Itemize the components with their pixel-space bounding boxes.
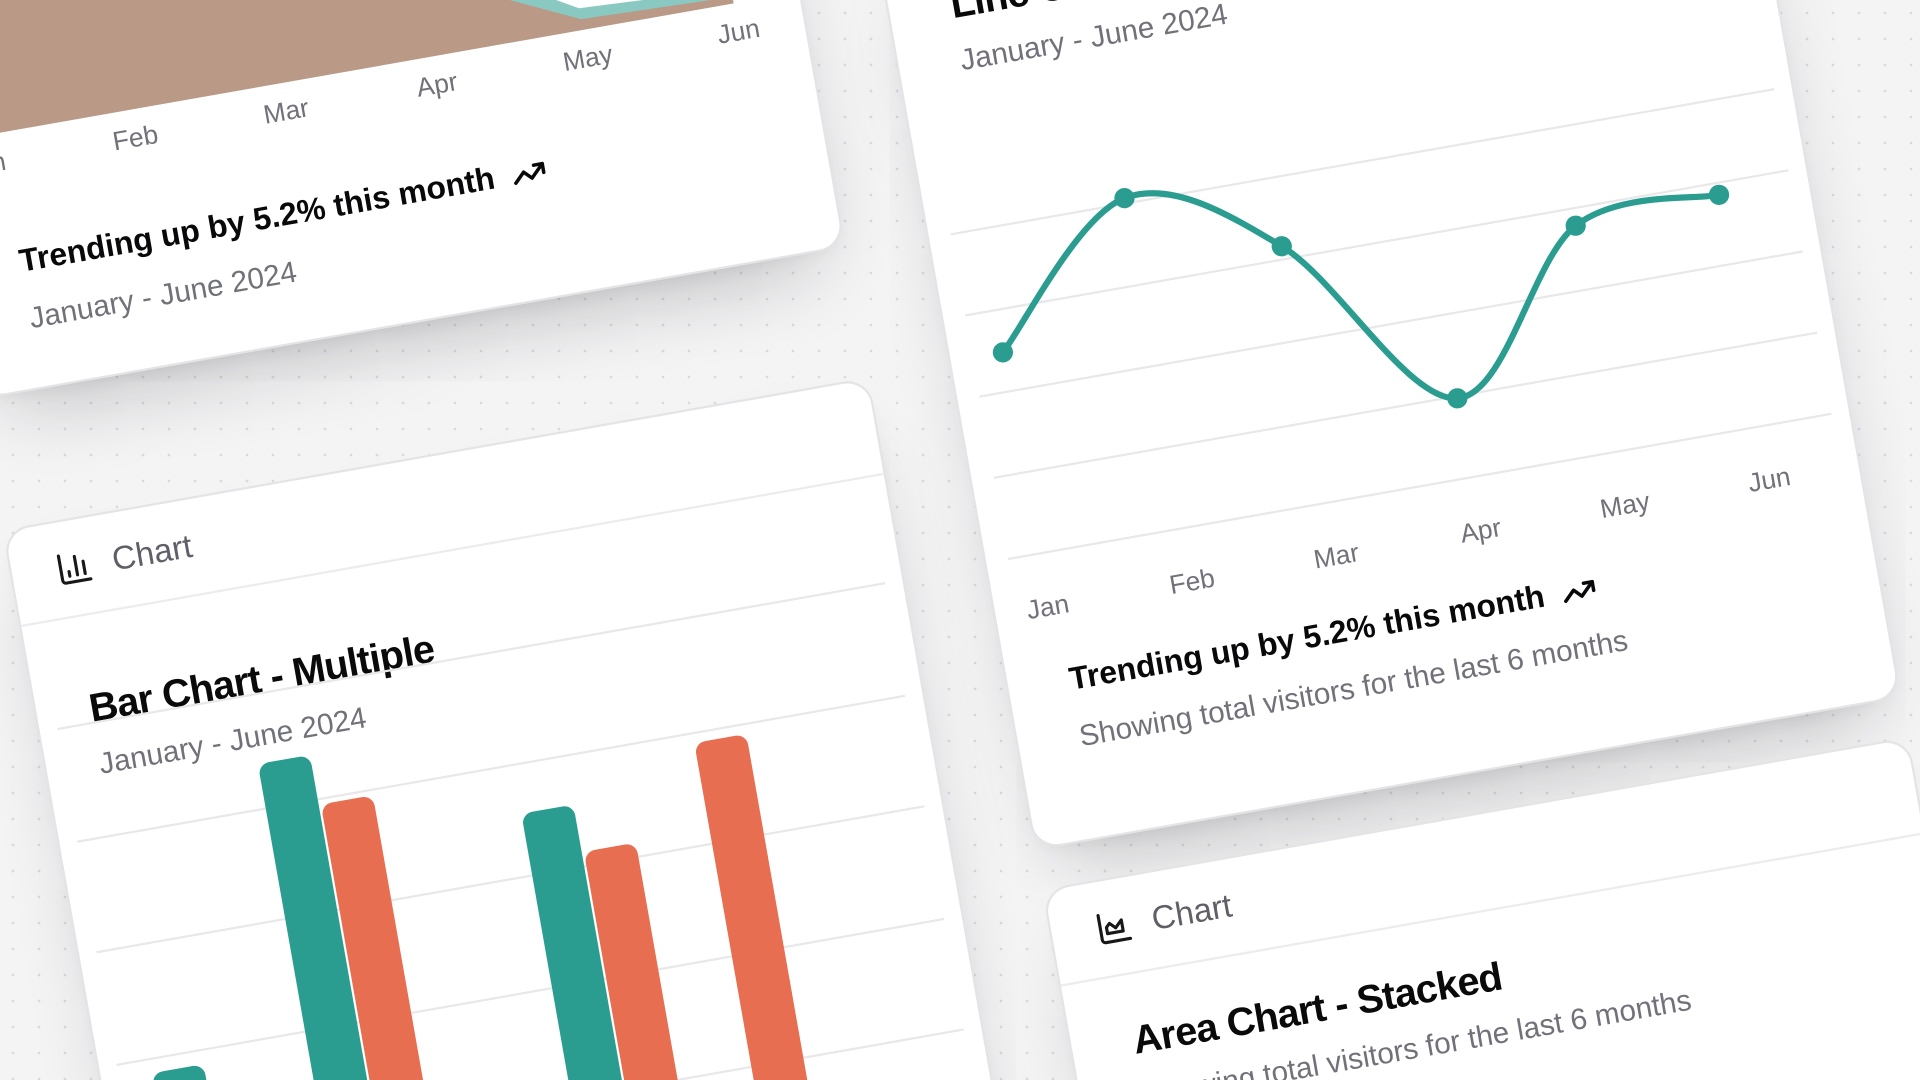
bar-mobile[interactable] [694, 733, 919, 1080]
x-tick-label: May [1597, 485, 1653, 525]
trending-up-icon [1564, 579, 1596, 603]
x-tick-label: Jun [714, 12, 763, 51]
x-tick-label: Mar [261, 92, 312, 131]
x-tick-label: Apr [1457, 511, 1504, 550]
bar-desktop[interactable] [151, 1064, 336, 1080]
area-stacked-card: Chart Area Chart - Stacked Showing total… [1041, 736, 1920, 1080]
x-tick-label: Feb [110, 118, 161, 157]
gridline [76, 693, 905, 842]
gridline [96, 805, 925, 954]
line-plot-svg [950, 88, 1832, 561]
line-chart-card: Line Chart January - June 2024 JanFebMar… [875, 0, 1902, 851]
x-tick-label: Jan [0, 145, 9, 184]
gridline [135, 1028, 964, 1080]
trending-up-icon [514, 161, 546, 185]
x-tick-label: Feb [1166, 562, 1218, 601]
x-tick-label: May [560, 38, 616, 78]
area-chart-icon [1096, 914, 1133, 945]
trend-footer: Trending up by 5.2% this month [1067, 571, 1600, 699]
line-plot[interactable] [879, 0, 1899, 848]
bar-chart-card: Chart Bar Chart - Multiple January - Jun… [2, 377, 1098, 1080]
grouped-bar-plot[interactable] [5, 380, 1096, 1080]
gridline [116, 916, 945, 1065]
card-kind-label: Chart [1148, 887, 1235, 939]
bar-chart-icon [56, 554, 93, 585]
x-tick-label: Mar [1311, 536, 1362, 576]
x-axis-labels: Jan Feb Mar Apr May Jun [879, 0, 1899, 848]
x-tick-label: Jun [1745, 460, 1793, 499]
card-kind-header: Chart [4, 379, 884, 628]
x-tick-label: Apr [414, 65, 460, 104]
card-kind-header: Chart [1044, 739, 1920, 987]
gridline [57, 582, 886, 731]
trend-footer: Trending up by 5.2% this month [17, 153, 550, 281]
stacked-area-plot[interactable] [0, 0, 848, 402]
area-chart-card: Jan Feb Mar Apr May Jun Trending up by 5.2% t… [0, 0, 846, 400]
x-tick-label: Jan [1024, 588, 1072, 626]
